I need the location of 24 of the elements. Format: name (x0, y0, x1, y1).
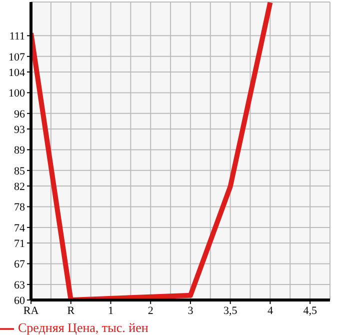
x-tick-label: 4,5 (303, 304, 318, 317)
y-tick-label: 67 (14, 258, 26, 271)
y-tick-label: 60 (14, 294, 26, 307)
y-tick-label: 100 (8, 88, 26, 100)
y-tick-label: 71 (14, 238, 25, 250)
y-tick-label: 104 (8, 66, 26, 79)
y-tick-label: 78 (14, 202, 26, 214)
y-tick-label: 85 (14, 165, 26, 178)
y-tick-label: 93 (14, 124, 26, 136)
x-tick-label: R (67, 304, 76, 317)
y-tick-label: 82 (14, 180, 25, 193)
x-tick-label: 3 (188, 304, 194, 317)
x-tick-label: 1 (108, 304, 114, 317)
y-tick-label: 89 (14, 144, 26, 157)
y-tick-label: 111 (9, 30, 25, 43)
y-tick-label: 96 (14, 108, 26, 120)
y-tick-label: 107 (8, 51, 26, 64)
x-tick-label: RA (23, 304, 39, 317)
x-tick-label: 3,5 (223, 304, 238, 317)
legend-label: Средняя Цена, тыс. йен (18, 320, 148, 335)
x-tick-label: 2 (148, 304, 154, 317)
y-tick-label: 74 (14, 222, 26, 234)
y-tick-label: 63 (14, 279, 26, 292)
x-tick-label: 4 (267, 304, 274, 317)
